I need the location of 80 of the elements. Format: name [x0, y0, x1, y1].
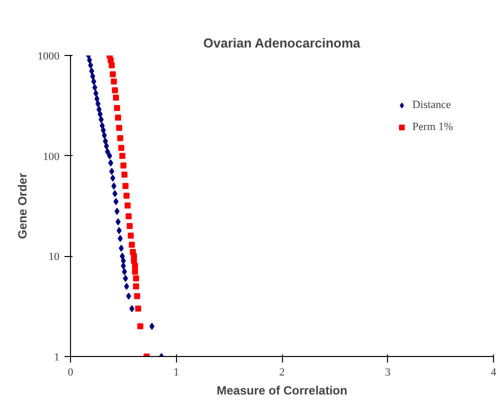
x-axis-title: Measure of Correlation	[216, 384, 348, 398]
legend-label: Perm 1%	[412, 121, 453, 133]
point	[134, 293, 140, 300]
point	[122, 268, 127, 276]
point	[90, 72, 96, 80]
point	[89, 68, 94, 75]
point	[120, 162, 126, 169]
point	[87, 56, 92, 64]
point	[100, 126, 106, 134]
point	[102, 138, 108, 145]
point	[135, 306, 142, 312]
point	[133, 275, 140, 282]
point	[126, 292, 132, 300]
legend-label: Distance	[412, 99, 451, 111]
point	[116, 124, 122, 131]
point	[110, 78, 117, 85]
point	[114, 104, 120, 111]
point	[107, 152, 112, 160]
point	[100, 122, 105, 130]
point	[111, 182, 116, 190]
point	[95, 100, 100, 108]
point	[102, 132, 107, 139]
point	[108, 159, 114, 166]
point	[115, 114, 122, 121]
point	[121, 172, 128, 178]
point	[88, 62, 94, 69]
point	[126, 213, 132, 220]
point	[137, 323, 144, 330]
x-tick-label: 2	[279, 366, 285, 378]
point	[118, 244, 124, 252]
point	[126, 222, 133, 229]
point	[91, 78, 96, 86]
y-tick-label: 1	[54, 352, 60, 364]
point	[98, 110, 103, 118]
point	[122, 274, 128, 282]
y-tick-label: 1000	[38, 50, 60, 62]
y-tick-label: 10	[48, 251, 60, 264]
point	[118, 144, 124, 151]
point	[124, 282, 130, 290]
point	[128, 232, 134, 239]
point	[120, 252, 125, 260]
point	[118, 235, 123, 242]
x-tick-label: 3	[385, 366, 391, 378]
point	[132, 262, 138, 269]
point	[114, 208, 120, 215]
point	[128, 242, 135, 248]
point	[105, 148, 110, 156]
point	[124, 192, 130, 199]
point	[92, 84, 98, 91]
point	[108, 62, 115, 68]
point	[110, 174, 116, 182]
point	[112, 190, 118, 198]
point	[120, 262, 126, 270]
point	[110, 71, 116, 78]
point	[96, 106, 102, 113]
point	[122, 183, 128, 190]
point	[149, 322, 154, 330]
point	[116, 227, 122, 234]
point	[117, 135, 124, 142]
point	[112, 94, 119, 101]
x-tick-label: 4	[490, 366, 497, 378]
point	[116, 218, 121, 226]
point	[129, 305, 134, 312]
x-tick-label: 1	[174, 366, 179, 378]
point	[124, 202, 131, 208]
point	[113, 198, 118, 206]
point	[94, 95, 100, 102]
y-tick-label: 100	[43, 150, 60, 163]
y-axis-title: Gene Order	[16, 172, 30, 240]
point	[120, 257, 126, 264]
point	[133, 283, 140, 290]
point	[93, 90, 98, 97]
point	[98, 116, 104, 124]
point	[119, 152, 126, 159]
point	[112, 87, 118, 94]
point	[109, 168, 114, 175]
chart-title: Ovarian Adenocarcinoma	[203, 36, 362, 50]
point	[104, 142, 109, 150]
point	[132, 268, 138, 275]
x-tick-label: 0	[68, 366, 74, 378]
